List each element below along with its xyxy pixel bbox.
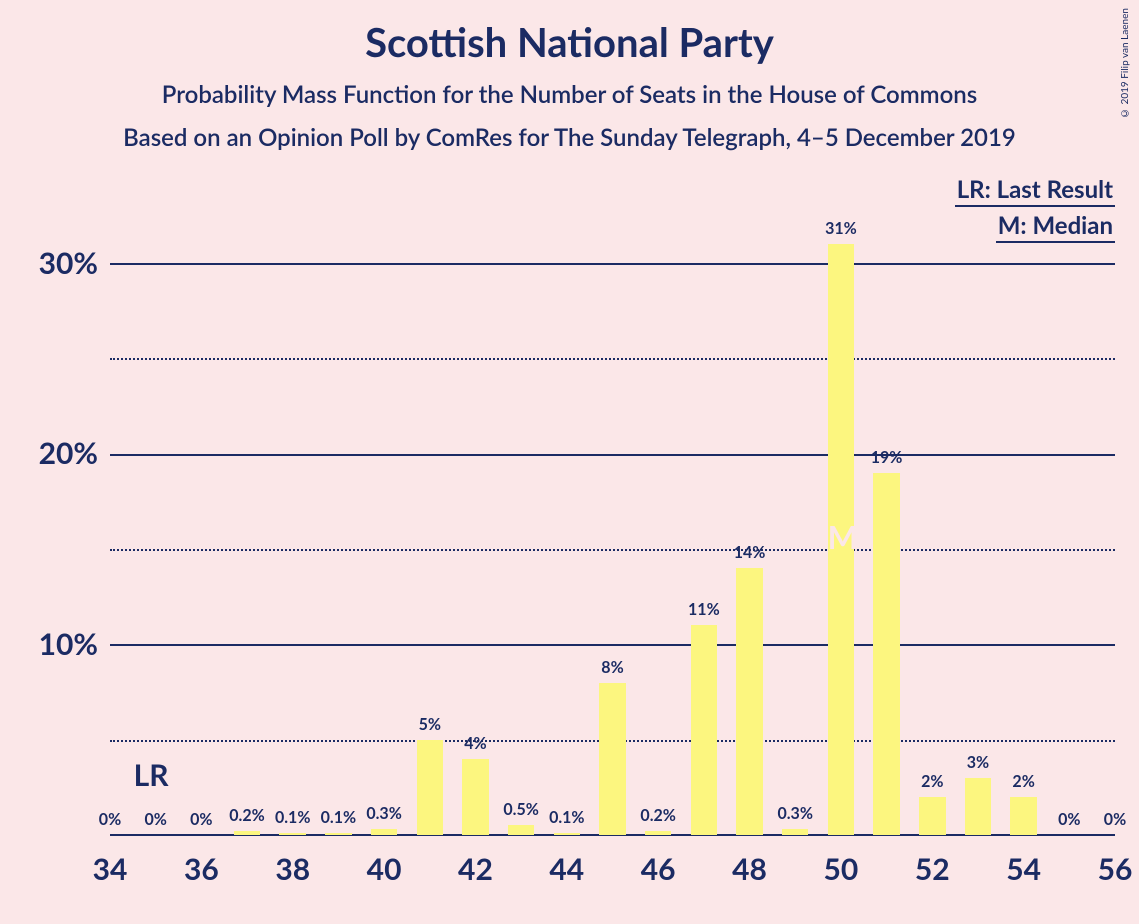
legend-m: M: Median (996, 211, 1115, 243)
bar-label: 0.1% (542, 808, 592, 827)
bar (645, 831, 671, 835)
bar-label: 0.3% (770, 804, 820, 823)
bar (599, 683, 625, 836)
bar-label: 2% (999, 772, 1049, 791)
gridline-major (110, 454, 1115, 456)
gridline-major (110, 644, 1115, 646)
bar (371, 829, 397, 835)
x-tick-label: 54 (994, 851, 1054, 887)
x-tick-label: 46 (628, 851, 688, 887)
bar-label: 31% (816, 219, 866, 238)
bar (691, 625, 717, 835)
chart-subtitle-2: Based on an Opinion Poll by ComRes for T… (0, 123, 1139, 152)
bar-label: 3% (953, 753, 1003, 772)
bar (508, 825, 534, 835)
bar (234, 831, 260, 835)
bar-label: 0.2% (222, 806, 272, 825)
bar-label: 4% (450, 734, 500, 753)
y-tick-label: 10% (8, 626, 98, 662)
gridline-major (110, 263, 1115, 265)
bar (736, 568, 762, 835)
bar-label: 0.3% (359, 804, 409, 823)
bar-label: 0.1% (313, 808, 363, 827)
x-tick-label: 48 (720, 851, 780, 887)
legend-lr: LR: Last Result (955, 175, 1115, 207)
bar-label: 19% (862, 448, 912, 467)
bar (462, 759, 488, 835)
bar-label: 5% (405, 715, 455, 734)
bar-label: 0% (1044, 810, 1094, 829)
x-tick-label: 36 (171, 851, 231, 887)
bar-label: 0% (85, 810, 135, 829)
legend: LR: Last Result M: Median (955, 175, 1115, 247)
bar (782, 829, 808, 835)
lr-marker: LR (134, 757, 169, 793)
bar-label: 0% (176, 810, 226, 829)
bar-label: 0% (1090, 810, 1139, 829)
bar-label: 0% (131, 810, 181, 829)
x-tick-label: 50 (811, 851, 871, 887)
bar-label: 0.2% (633, 806, 683, 825)
y-tick-label: 30% (8, 245, 98, 281)
bar (554, 833, 580, 835)
x-tick-label: 34 (80, 851, 140, 887)
x-tick-label: 38 (263, 851, 323, 887)
gridline-minor (110, 549, 1115, 551)
bar-label: 0.5% (496, 800, 546, 819)
bar-label: 11% (679, 600, 729, 619)
x-tick-label: 44 (537, 851, 597, 887)
x-tick-label: 40 (354, 851, 414, 887)
bar (325, 833, 351, 835)
bar (873, 473, 899, 835)
copyright-label: © 2019 Filip van Laenen (1119, 8, 1131, 119)
bar (965, 778, 991, 835)
bar-label: 0.1% (268, 808, 318, 827)
bar-label: 8% (588, 658, 638, 677)
bar-label: 14% (725, 543, 775, 562)
chart-subtitle-1: Probability Mass Function for the Number… (0, 80, 1139, 109)
bar (417, 740, 443, 835)
x-tick-label: 52 (902, 851, 962, 887)
bar (279, 833, 305, 835)
bar-label: 2% (907, 772, 957, 791)
median-marker: M (828, 517, 854, 556)
plot-area: 0%0%0%0.2%0.1%0.1%0.3%5%4%0.5%0.1%8%0.2%… (110, 225, 1115, 835)
y-tick-label: 20% (8, 435, 98, 471)
bar (1010, 797, 1036, 835)
gridline-minor (110, 358, 1115, 360)
x-tick-label: 42 (445, 851, 505, 887)
chart-title: Scottish National Party (0, 0, 1139, 66)
x-tick-label: 56 (1085, 851, 1139, 887)
bar (919, 797, 945, 835)
